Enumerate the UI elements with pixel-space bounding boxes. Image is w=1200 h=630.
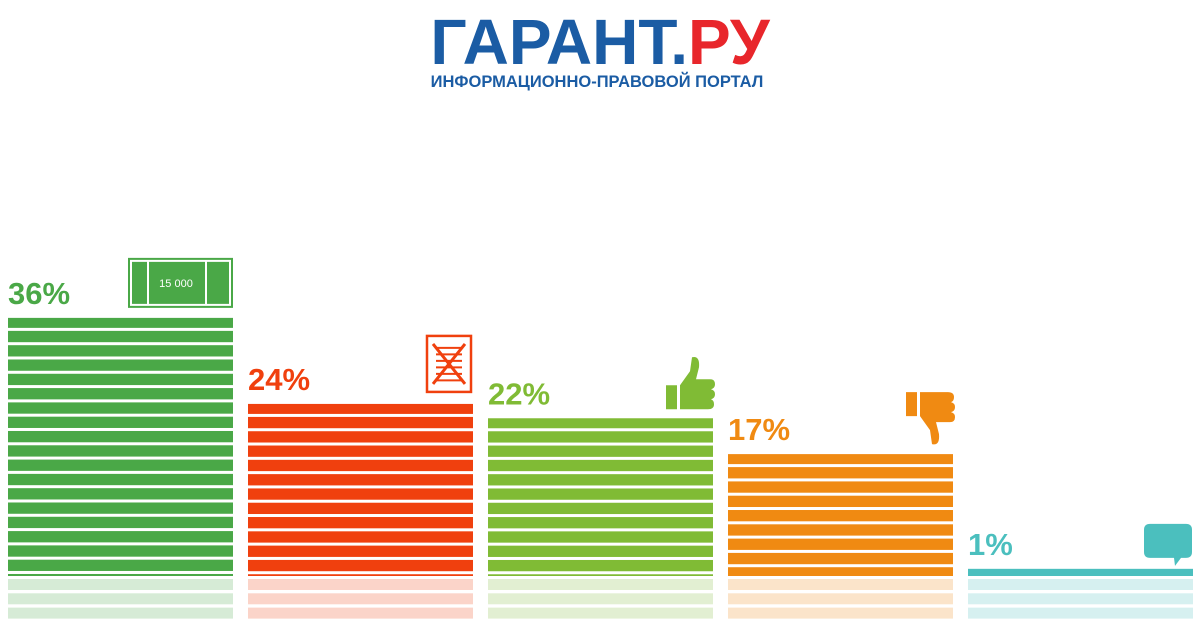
bar-stripe	[248, 571, 473, 575]
icon	[906, 392, 955, 445]
value-label: 1%	[968, 527, 1013, 562]
reflection-stripe	[968, 579, 1193, 590]
icon	[666, 356, 715, 410]
bar-stripe	[8, 528, 233, 532]
bar-stripe	[488, 499, 713, 503]
bar-stripe	[488, 514, 713, 518]
value-label: 36%	[8, 276, 70, 311]
bar-stripe	[8, 342, 233, 346]
bar-stripe	[248, 514, 473, 518]
bar-reflection	[8, 579, 233, 619]
value-label: 24%	[248, 362, 310, 397]
icon-line	[130, 259, 231, 306]
icon	[1144, 523, 1192, 566]
reflection-stripe	[728, 593, 953, 605]
bar-stripe	[8, 427, 233, 431]
bar-stripe	[728, 492, 953, 496]
icon-cross	[431, 342, 467, 385]
reflection-stripe	[968, 593, 1193, 605]
bar-stripe	[728, 521, 953, 525]
bar-stripe	[728, 549, 953, 553]
reflection-stripe	[8, 579, 233, 590]
bar-stripe	[248, 413, 473, 417]
value-label: 22%	[488, 376, 550, 411]
icon-thumb-up	[666, 356, 715, 410]
icon-thumb-down	[906, 392, 955, 445]
icon: 15 000	[128, 257, 233, 308]
bar-stripe	[248, 556, 473, 560]
bar-stripe	[728, 478, 953, 482]
bar-stripe	[8, 570, 233, 574]
reflection-stripe	[248, 607, 473, 619]
value-label: 17%	[728, 412, 790, 447]
icon	[425, 334, 473, 394]
bar-stripe	[488, 542, 713, 546]
logo-main: ГАРАНТ.	[430, 6, 688, 78]
bar-stripe	[248, 442, 473, 446]
bar	[968, 568, 1193, 576]
bar-stripe	[488, 471, 713, 475]
bar-reflection	[248, 579, 473, 619]
logo: ГАРАНТ.РУ	[430, 6, 770, 78]
bar-stripe	[488, 556, 713, 560]
icon-money	[128, 257, 233, 308]
bar-stripe	[8, 327, 233, 331]
bar-stripe	[8, 499, 233, 503]
icon-speech	[1144, 523, 1192, 566]
bar-stripe	[488, 571, 713, 575]
bar-stripe	[248, 542, 473, 546]
bar-stripe	[248, 428, 473, 432]
bar-stripe	[8, 542, 233, 546]
reflection-stripe	[968, 607, 1193, 619]
bar-stripe	[488, 528, 713, 532]
bar-stripe	[8, 513, 233, 517]
bar-stripe	[248, 485, 473, 489]
bar-reflection	[728, 579, 953, 619]
tagline: ИНФОРМАЦИОННО-ПРАВОВОЙ ПОРТАЛ	[431, 72, 764, 91]
bar-stripe	[488, 442, 713, 446]
bar-stripe	[8, 370, 233, 374]
bar	[8, 317, 233, 576]
icon-text: 15 000	[159, 278, 193, 290]
reflection-stripe	[488, 593, 713, 605]
bar-stripe	[728, 507, 953, 511]
bar	[728, 454, 953, 576]
bar-stripe	[8, 399, 233, 403]
bar-stripe	[8, 413, 233, 417]
bar-reflection	[488, 579, 713, 619]
bar-stripe	[248, 528, 473, 532]
bar-stripe	[488, 485, 713, 489]
reflection-stripe	[8, 593, 233, 605]
bar-stripe	[248, 456, 473, 460]
reflection-stripe	[248, 593, 473, 605]
logo-accent: РУ	[688, 6, 771, 78]
reflection-stripe	[248, 579, 473, 590]
bar-stripe	[248, 471, 473, 475]
bar-reflection	[968, 579, 1193, 619]
bar-stripe	[248, 499, 473, 503]
bar-stripe	[728, 564, 953, 568]
reflection-stripe	[728, 579, 953, 590]
bar-stripe	[8, 385, 233, 389]
reflection-stripe	[488, 579, 713, 590]
bar-stripe	[8, 485, 233, 489]
bar-stripe	[8, 556, 233, 560]
bar-stripe	[728, 464, 953, 468]
bar	[248, 403, 473, 576]
reflection-stripe	[728, 607, 953, 619]
bar-stripe	[8, 456, 233, 460]
reflection-stripe	[8, 607, 233, 619]
bar	[488, 418, 713, 576]
bar-stripe	[488, 428, 713, 432]
bar-stripe	[8, 470, 233, 474]
bar-stripe	[488, 456, 713, 460]
reflection-stripe	[488, 607, 713, 619]
bar-stripe	[8, 356, 233, 360]
bar-stripe	[8, 442, 233, 446]
bar-stripe	[728, 535, 953, 539]
